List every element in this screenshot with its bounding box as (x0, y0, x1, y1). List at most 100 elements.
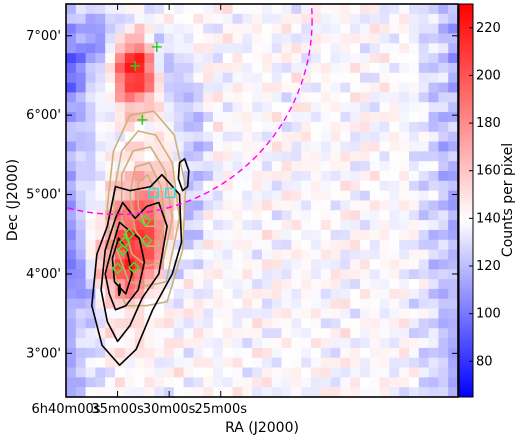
heatmap-pixel (242, 190, 253, 202)
heatmap-pixel (66, 72, 77, 84)
heatmap-pixel (115, 259, 126, 270)
heatmap-pixel (164, 367, 175, 378)
heatmap-pixel (301, 288, 312, 300)
heatmap-pixel (164, 377, 175, 388)
heatmap-pixel (232, 33, 243, 44)
heatmap-pixel (320, 121, 332, 133)
heatmap-pixel (301, 13, 312, 25)
heatmap-pixel (301, 4, 312, 15)
heatmap-pixel (144, 72, 155, 84)
heatmap-pixel (154, 13, 165, 25)
heatmap-pixel (320, 249, 332, 261)
heatmap-pixel (379, 112, 390, 123)
heatmap-pixel (252, 72, 263, 84)
heatmap-pixel (360, 161, 371, 172)
heatmap-pixel (360, 82, 371, 94)
heatmap-pixel (115, 33, 126, 44)
heatmap-pixel (379, 387, 390, 397)
heatmap-pixel (262, 338, 273, 349)
heatmap-pixel (232, 13, 243, 25)
heatmap-pixel (418, 23, 430, 35)
heatmap-pixel (350, 92, 361, 103)
heatmap-pixel (418, 387, 430, 397)
heatmap-pixel (203, 43, 214, 54)
heatmap-pixel (330, 33, 341, 44)
heatmap-pixel (203, 200, 214, 211)
heatmap-pixel (360, 121, 371, 133)
heatmap-pixel (369, 121, 381, 133)
heatmap-pixel (330, 72, 341, 84)
heatmap-pixel (399, 239, 410, 251)
heatmap-pixel (360, 279, 371, 290)
heatmap-pixel (164, 161, 175, 172)
heatmap-pixel (389, 92, 400, 103)
heatmap-pixel (428, 82, 439, 94)
heatmap-pixel (379, 367, 390, 378)
heatmap-pixel (311, 200, 322, 211)
heatmap-pixel (389, 151, 400, 162)
heatmap-pixel (262, 13, 273, 25)
heatmap-pixel (154, 210, 165, 221)
heatmap-pixel (95, 72, 106, 84)
heatmap-pixel (399, 220, 410, 231)
heatmap-pixel (203, 23, 214, 35)
heatmap-pixel (418, 249, 430, 261)
heatmap-pixel (409, 121, 420, 133)
overlay-layer (66, 4, 313, 367)
heatmap-pixel (75, 72, 87, 84)
heatmap-pixel (271, 23, 283, 35)
heatmap-pixel (213, 190, 224, 202)
colorbar (458, 3, 474, 398)
heatmap-pixel (193, 367, 204, 378)
heatmap-pixel (115, 318, 126, 329)
heatmap-pixel (85, 112, 96, 123)
heatmap-pixel (369, 279, 381, 290)
heatmap-pixel (66, 112, 77, 123)
heatmap-pixel (311, 269, 322, 280)
heatmap-pixel (340, 53, 351, 64)
heatmap-pixel (291, 102, 302, 113)
heatmap-pixel (164, 318, 175, 329)
heatmap-pixel (379, 72, 390, 84)
heatmap-pixel (173, 367, 185, 378)
heatmap-pixel (301, 249, 312, 261)
heatmap-pixel (222, 298, 234, 310)
heatmap-pixel (134, 102, 145, 113)
heatmap-pixel (360, 13, 371, 25)
heatmap-pixel (105, 190, 116, 202)
heatmap-pixel (369, 200, 381, 211)
heatmap-pixel (389, 377, 400, 388)
heatmap-pixel (330, 190, 341, 202)
heatmap-pixel (154, 288, 165, 300)
colorbar-tick-label: 120 (476, 259, 501, 274)
heatmap-pixel (320, 62, 332, 74)
heatmap-pixel (66, 288, 77, 300)
heatmap-pixel (183, 279, 194, 290)
heatmap-pixel (213, 171, 224, 182)
heatmap-pixel (232, 338, 243, 349)
heatmap-pixel (105, 141, 116, 152)
heatmap-pixel (242, 357, 253, 369)
heatmap-pixel (281, 229, 292, 241)
heatmap-pixel (75, 112, 87, 123)
heatmap-pixel (311, 308, 322, 319)
heatmap-pixel (242, 229, 253, 241)
heatmap-pixel (115, 62, 126, 74)
heatmap-pixel (154, 229, 165, 241)
heatmap-pixel (379, 92, 390, 103)
heatmap-pixel (418, 308, 430, 319)
heatmap-pixel (242, 328, 253, 339)
heatmap-pixel (379, 357, 390, 369)
heatmap-pixel (124, 210, 136, 221)
heatmap-pixel (369, 269, 381, 280)
heatmap-pixel (291, 200, 302, 211)
heatmap-pixel (448, 308, 458, 319)
heatmap-pixel (301, 72, 312, 84)
heatmap-pixel (222, 141, 234, 152)
heatmap-pixel (281, 387, 292, 397)
heatmap-pixel (144, 239, 155, 251)
heatmap-pixel (183, 43, 194, 54)
heatmap-pixel (134, 328, 145, 339)
heatmap-pixel (105, 82, 116, 94)
